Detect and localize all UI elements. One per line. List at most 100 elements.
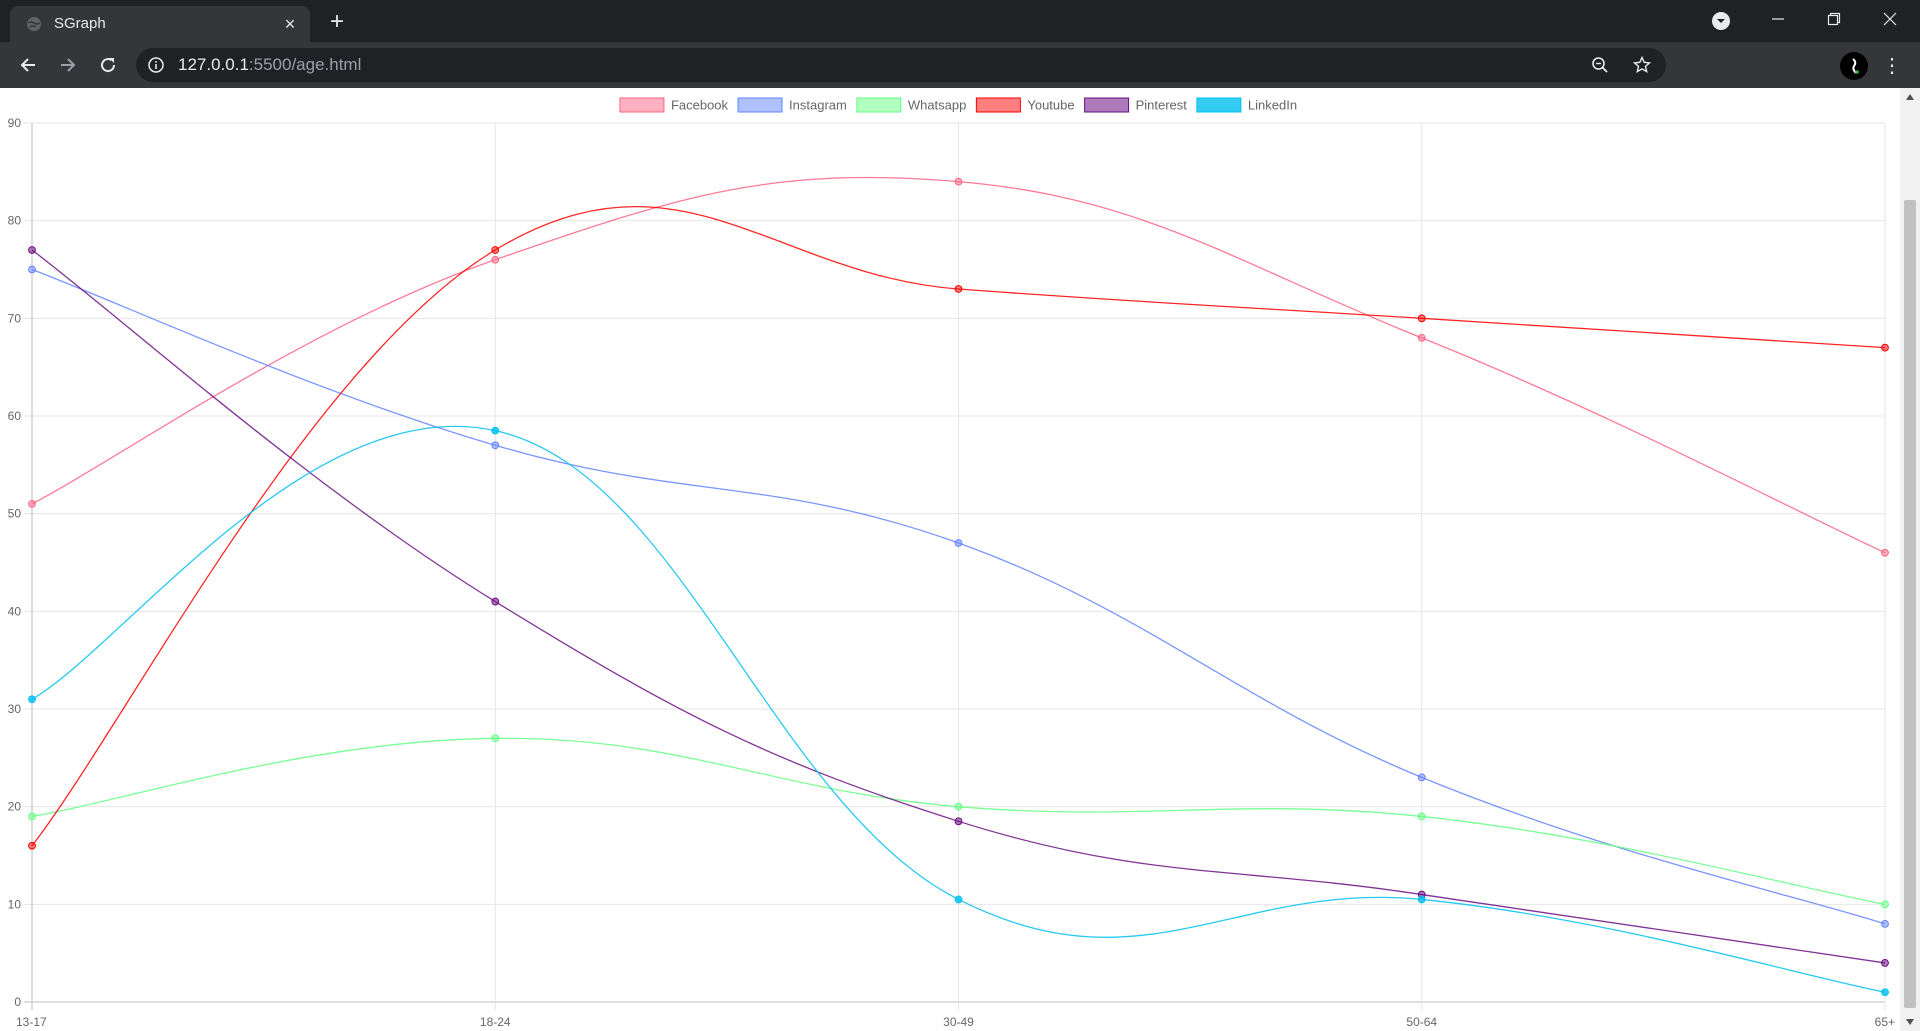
data-point-whatsapp — [28, 812, 36, 821]
close-tab-icon[interactable]: × — [284, 14, 296, 34]
data-point-pinterest — [954, 817, 963, 826]
minimize-icon — [1772, 18, 1784, 20]
new-tab-button[interactable]: + — [329, 8, 344, 35]
data-point-pinterest — [491, 597, 500, 606]
line-chart: 0 10 20 30 40 50 60 70 80 90 13-17 18-24 30-49 50-64 6… — [8, 97, 1895, 1029]
legend-swatch-instagram — [737, 97, 783, 113]
url-path: :5500/age.html — [248, 55, 362, 74]
x-tick-label: 50-64 — [1406, 1015, 1437, 1029]
legend-label-whatsapp: Whatsapp — [908, 98, 967, 113]
restore-icon — [1827, 12, 1841, 26]
close-window-button[interactable] — [1862, 0, 1918, 38]
restore-button[interactable] — [1806, 0, 1862, 38]
data-point-linkedin — [1881, 988, 1889, 997]
series-line-linkedin — [31, 425, 1886, 993]
url-text[interactable]: 127.0.0.1:5500/age.html — [178, 48, 361, 82]
data-point-instagram — [1417, 773, 1426, 782]
scroll-thumb[interactable] — [1904, 200, 1916, 1008]
y-tick-label: 80 — [8, 214, 22, 228]
x-tick-label: 13-17 — [16, 1015, 47, 1029]
globe-icon — [27, 17, 41, 31]
y-tick-label: 50 — [8, 507, 22, 521]
legend-item-pinterest: Pinterest — [1084, 97, 1188, 113]
data-point-facebook — [1881, 548, 1889, 557]
data-point-facebook — [954, 177, 963, 186]
info-icon[interactable] — [148, 57, 164, 73]
data-point-facebook — [28, 500, 36, 508]
data-point-linkedin — [491, 426, 500, 435]
tab-title: SGraph — [54, 15, 106, 32]
legend-label-youtube: Youtube — [1027, 98, 1074, 113]
data-point-whatsapp — [491, 734, 500, 743]
legend-swatch-pinterest — [1084, 97, 1130, 113]
legend-label-linkedin: LinkedIn — [1248, 98, 1297, 113]
y-tick-label: 10 — [8, 897, 22, 911]
reload-button[interactable] — [94, 51, 122, 79]
data-point-instagram — [1881, 919, 1889, 928]
back-button[interactable] — [14, 51, 42, 79]
data-point-youtube — [954, 285, 963, 293]
data-point-youtube — [491, 246, 500, 254]
browser-menu-button[interactable]: ⋮ — [1882, 55, 1902, 77]
browser-toolbar: 127.0.0.1:5500/age.html — [0, 42, 1920, 115]
star-icon — [1633, 56, 1651, 74]
series-line-youtube — [31, 205, 1886, 847]
data-point-youtube — [1417, 314, 1426, 323]
y-tick-label: 70 — [8, 311, 22, 325]
scroll-down-button[interactable] — [1900, 1013, 1920, 1031]
data-point-instagram — [28, 265, 36, 274]
legend-swatch-linkedin — [1196, 97, 1242, 113]
url-host: 127.0.0.1 — [178, 55, 249, 74]
y-tick-label: 40 — [8, 604, 22, 618]
series-line-pinterest — [31, 249, 1886, 964]
triangle-down-icon — [1906, 1019, 1914, 1025]
data-point-facebook — [491, 255, 500, 264]
profile-avatar[interactable] — [1840, 52, 1868, 80]
avatar-icon — [1852, 58, 1859, 74]
data-point-youtube — [28, 841, 36, 850]
x-tick-label: 30-49 — [943, 1015, 974, 1029]
y-tick-label: 20 — [8, 800, 22, 814]
legend-swatch-whatsapp — [856, 97, 902, 113]
tab-strip: SGraph × + — [0, 0, 1920, 42]
minimize-button[interactable] — [1750, 0, 1806, 38]
data-point-facebook — [1417, 333, 1426, 342]
data-point-linkedin — [1417, 895, 1426, 904]
reload-icon — [101, 58, 116, 73]
chart-grid — [24, 122, 1886, 1010]
legend-item-instagram: Instagram — [737, 97, 847, 113]
x-tick-label: 18-24 — [480, 1015, 511, 1029]
legend-label-pinterest: Pinterest — [1136, 98, 1188, 113]
data-point-whatsapp — [1417, 812, 1426, 821]
chart-axes: 0 10 20 30 40 50 60 70 80 90 13-17 18-24 30-49 50-64 6… — [8, 116, 1895, 1029]
chart-points — [28, 177, 1889, 997]
y-tick-label: 30 — [8, 702, 22, 716]
legend-item-facebook: Facebook — [619, 97, 729, 113]
triangle-up-icon — [1906, 94, 1914, 100]
data-point-pinterest — [28, 246, 36, 254]
data-point-pinterest — [1881, 959, 1889, 967]
y-tick-label: 60 — [8, 409, 22, 423]
data-point-whatsapp — [1881, 900, 1889, 909]
browser-tab[interactable]: SGraph × — [10, 6, 310, 42]
bookmark-button[interactable] — [1632, 55, 1652, 75]
zoom-out-icon — [1592, 57, 1608, 73]
address-bar[interactable]: 127.0.0.1:5500/age.html — [136, 48, 1666, 82]
data-point-youtube — [1881, 343, 1889, 352]
y-tick-label: 90 — [8, 116, 22, 130]
arrow-left-icon — [20, 58, 35, 72]
legend-item-whatsapp: Whatsapp — [856, 97, 967, 113]
close-icon — [1883, 12, 1897, 26]
vertical-scrollbar[interactable] — [1900, 88, 1920, 1031]
legend-item-youtube: Youtube — [975, 97, 1075, 113]
scroll-up-button[interactable] — [1900, 88, 1920, 106]
data-point-whatsapp — [954, 802, 963, 811]
zoom-button[interactable] — [1590, 55, 1610, 75]
forward-button[interactable] — [54, 51, 82, 79]
data-point-instagram — [954, 539, 963, 547]
y-tick-label: 0 — [14, 995, 21, 1009]
legend-swatch-facebook — [619, 97, 665, 113]
tab-search-icon[interactable] — [1710, 10, 1732, 32]
legend-swatch-youtube — [975, 97, 1021, 113]
legend-label-facebook: Facebook — [671, 98, 729, 113]
